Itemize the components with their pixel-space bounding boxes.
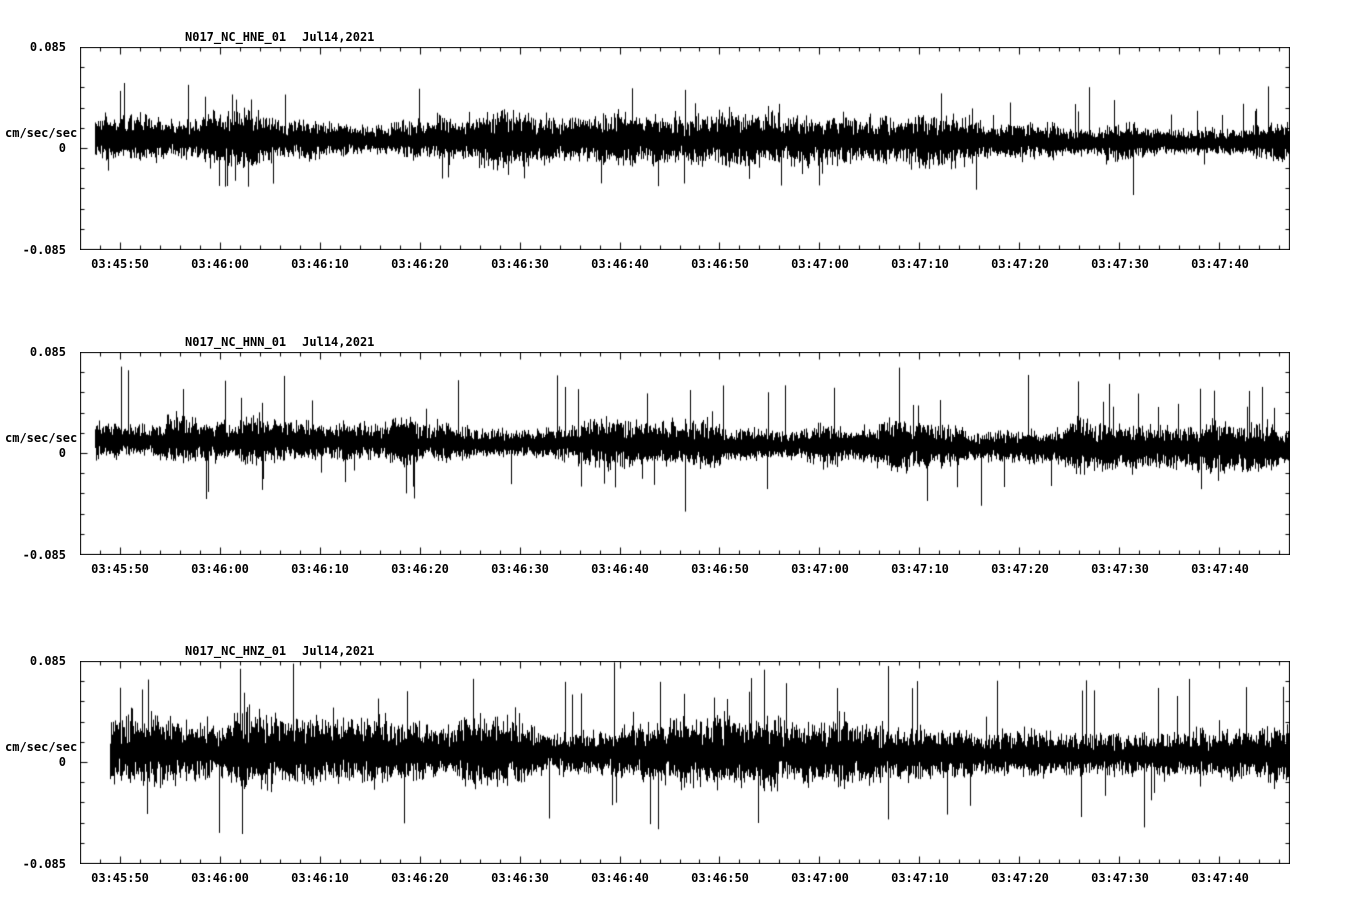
station-channel-label: N017_NC_HNN_01	[185, 335, 287, 349]
station-channel-label: N017_NC_HNZ_01	[185, 644, 287, 658]
y-axis-unit-label: cm/sec/sec	[5, 126, 78, 140]
x-tick-label: 03:46:40	[591, 257, 649, 271]
x-tick-label: 03:46:50	[691, 871, 749, 885]
waveform-plot	[80, 352, 1290, 555]
station-channel-label: N017_NC_HNE_01	[185, 30, 287, 44]
seismogram-panel: N017_NC_HNE_01 Jul14,2021 0.085 cm/sec/se…	[0, 30, 1358, 307]
panel-title: N017_NC_HNZ_01 Jul14,2021	[185, 644, 374, 658]
x-tick-label: 03:46:00	[191, 257, 249, 271]
x-tick-label: 03:46:40	[591, 871, 649, 885]
waveform-plot	[80, 661, 1290, 864]
panel-title: N017_NC_HNN_01 Jul14,2021	[185, 335, 374, 349]
x-tick-label: 03:47:10	[891, 562, 949, 576]
y-axis-max-label: 0.085	[29, 345, 66, 359]
x-tick-label: 03:47:00	[791, 562, 849, 576]
x-tick-label: 03:46:00	[191, 562, 249, 576]
y-axis-min-label: -0.085	[22, 548, 66, 562]
x-tick-label: 03:47:30	[1091, 257, 1149, 271]
x-tick-label: 03:46:40	[591, 562, 649, 576]
x-tick-label: 03:47:30	[1091, 562, 1149, 576]
y-axis-max-label: 0.085	[29, 40, 66, 54]
date-label: Jul14,2021	[302, 644, 375, 658]
x-tick-label: 03:46:20	[391, 562, 449, 576]
x-tick-label: 03:46:30	[491, 257, 549, 271]
x-tick-label: 03:47:20	[991, 257, 1049, 271]
y-axis-zero-label: 0	[58, 755, 66, 769]
y-axis-max-label: 0.085	[29, 654, 66, 668]
x-tick-label: 03:47:00	[791, 257, 849, 271]
x-tick-label: 03:46:20	[391, 257, 449, 271]
x-tick-label: 03:47:10	[891, 257, 949, 271]
seismogram-panel: N017_NC_HNZ_01 Jul14,2021 0.085 cm/sec/se…	[0, 644, 1358, 921]
y-axis-min-label: -0.085	[22, 857, 66, 871]
date-label: Jul14,2021	[302, 335, 375, 349]
x-axis-labels: 03:45:50 03:46:00 03:46:10 03:46:20 03:46:30…	[0, 257, 1358, 273]
x-tick-label: 03:47:20	[991, 562, 1049, 576]
panel-title: N017_NC_HNE_01 Jul14,2021	[185, 30, 374, 44]
date-label: Jul14,2021	[302, 30, 375, 44]
x-tick-label: 03:46:20	[391, 871, 449, 885]
x-axis-labels: 03:45:50 03:46:00 03:46:10 03:46:20 03:46:30…	[0, 871, 1358, 887]
x-tick-label: 03:47:30	[1091, 871, 1149, 885]
x-tick-label: 03:46:50	[691, 257, 749, 271]
y-axis-zero-label: 0	[58, 446, 66, 460]
y-axis-zero-label: 0	[58, 141, 66, 155]
x-tick-label: 03:47:40	[1191, 871, 1249, 885]
x-tick-label: 03:47:10	[891, 871, 949, 885]
x-tick-label: 03:46:00	[191, 871, 249, 885]
x-tick-label: 03:46:10	[291, 257, 349, 271]
x-tick-label: 03:47:00	[791, 871, 849, 885]
x-tick-label: 03:46:30	[491, 871, 549, 885]
x-tick-label: 03:46:10	[291, 562, 349, 576]
y-axis-unit-label: cm/sec/sec	[5, 740, 78, 754]
waveform-plot	[80, 47, 1290, 250]
y-axis-min-label: -0.085	[22, 243, 66, 257]
x-tick-label: 03:46:10	[291, 871, 349, 885]
x-tick-label: 03:47:20	[991, 871, 1049, 885]
x-tick-label: 03:45:50	[91, 257, 149, 271]
x-tick-label: 03:47:40	[1191, 257, 1249, 271]
y-axis-unit-label: cm/sec/sec	[5, 431, 78, 445]
x-tick-label: 03:46:50	[691, 562, 749, 576]
x-tick-label: 03:46:30	[491, 562, 549, 576]
x-tick-label: 03:45:50	[91, 871, 149, 885]
x-tick-label: 03:47:40	[1191, 562, 1249, 576]
x-tick-label: 03:45:50	[91, 562, 149, 576]
x-axis-labels: 03:45:50 03:46:00 03:46:10 03:46:20 03:46:30…	[0, 562, 1358, 578]
seismogram-panel: N017_NC_HNN_01 Jul14,2021 0.085 cm/sec/se…	[0, 335, 1358, 612]
